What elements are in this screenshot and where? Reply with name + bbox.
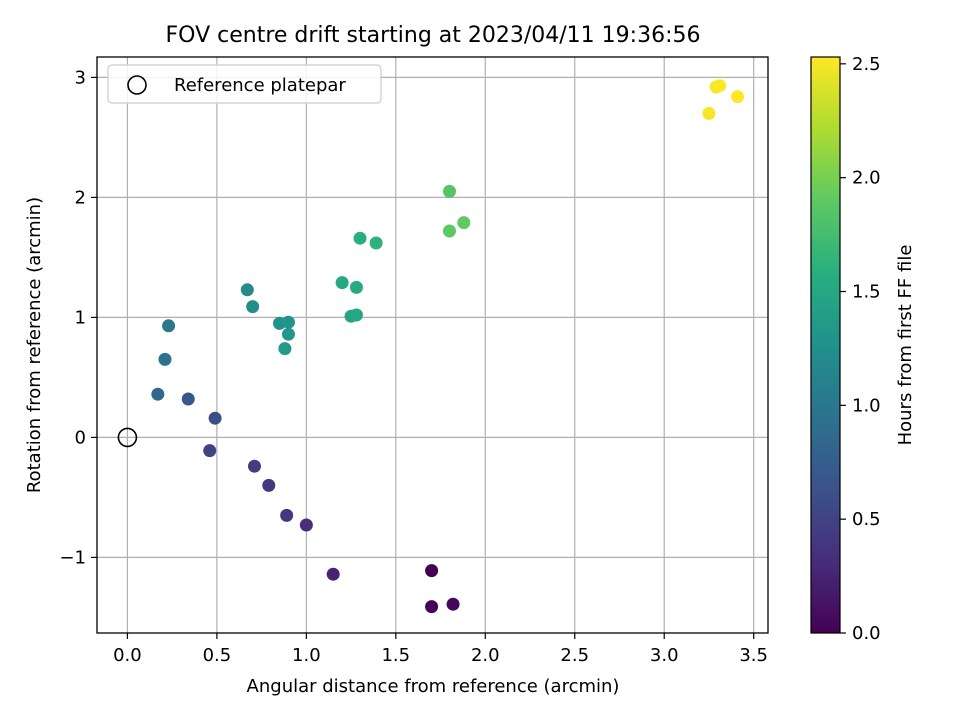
data-point	[349, 308, 363, 322]
colorbar-gradient	[811, 57, 840, 633]
colorbar-tick-label: 2.5	[852, 54, 881, 75]
data-point	[246, 300, 260, 314]
data-point	[425, 564, 439, 578]
data-point	[702, 106, 716, 120]
legend-marker-icon	[127, 75, 147, 95]
x-tick-label: 3.5	[739, 645, 768, 666]
data-point	[446, 597, 460, 611]
colorbar-tick-label: 0.5	[852, 509, 881, 530]
data-point	[278, 342, 292, 356]
data-point	[442, 224, 456, 238]
y-axis-ticks: −1 0 1 2 3	[59, 67, 97, 568]
data-point	[281, 327, 295, 341]
data-point	[158, 352, 172, 366]
y-axis-label: Rotation from reference (arcmin)	[24, 197, 45, 493]
x-axis-ticks: 0.0 0.5 1.0 1.5 2.0 2.5 3.0 3.5	[113, 633, 768, 666]
colorbar-frame	[810, 56, 841, 634]
colorbar-tick-label: 2.0	[852, 168, 881, 189]
colorbar-tick-label: 0.0	[852, 623, 881, 644]
colorbar-ticks: 0.0 0.5 1.0 1.5 2.0 2.5	[840, 54, 881, 644]
x-tick-label: 0.0	[113, 645, 142, 666]
data-point	[280, 508, 294, 522]
colorbar: 0.0 0.5 1.0 1.5 2.0 2.5 Hours from first FF f…	[810, 54, 916, 644]
data-point	[349, 280, 363, 294]
data-point	[162, 319, 176, 333]
data-point	[369, 236, 383, 250]
reference-platepar-marker	[117, 427, 138, 448]
x-axis-label: Angular distance from reference (arcmin)	[247, 676, 620, 697]
colorbar-tick-label: 1.0	[852, 395, 881, 416]
legend: Reference platepar	[107, 64, 382, 104]
data-point	[181, 392, 195, 406]
data-point	[281, 315, 295, 329]
data-point	[425, 600, 439, 614]
data-point	[713, 79, 727, 93]
plot-frame	[96, 56, 769, 634]
y-tick-label: 0	[75, 427, 86, 448]
x-tick-label: 2.5	[560, 645, 589, 666]
legend-box	[107, 64, 382, 104]
grid-lines	[97, 57, 768, 633]
data-point	[335, 276, 349, 290]
colorbar-tick-label: 1.5	[852, 281, 881, 302]
data-point	[457, 216, 471, 230]
chart-title: FOV centre drift starting at 2023/04/11 …	[166, 23, 701, 48]
data-point	[151, 387, 165, 401]
data-point	[247, 459, 261, 473]
data-point	[442, 184, 456, 198]
data-points	[151, 79, 745, 614]
data-point	[262, 478, 276, 492]
x-tick-label: 1.0	[292, 645, 321, 666]
x-tick-label: 1.5	[381, 645, 410, 666]
x-tick-label: 2.0	[471, 645, 500, 666]
x-tick-label: 3.0	[650, 645, 679, 666]
colorbar-label: Hours from first FF file	[895, 245, 916, 446]
data-point	[203, 444, 217, 458]
y-tick-label: 3	[75, 67, 86, 88]
data-point	[326, 567, 340, 581]
data-point	[299, 518, 313, 532]
y-tick-label: 2	[75, 187, 86, 208]
x-tick-label: 0.5	[203, 645, 232, 666]
data-point	[731, 90, 745, 104]
data-point	[208, 411, 222, 425]
data-point	[353, 231, 367, 245]
y-tick-label: 1	[75, 307, 86, 328]
data-point	[240, 283, 254, 297]
y-tick-label: −1	[59, 547, 86, 568]
legend-entry-label: Reference platepar	[174, 75, 346, 96]
